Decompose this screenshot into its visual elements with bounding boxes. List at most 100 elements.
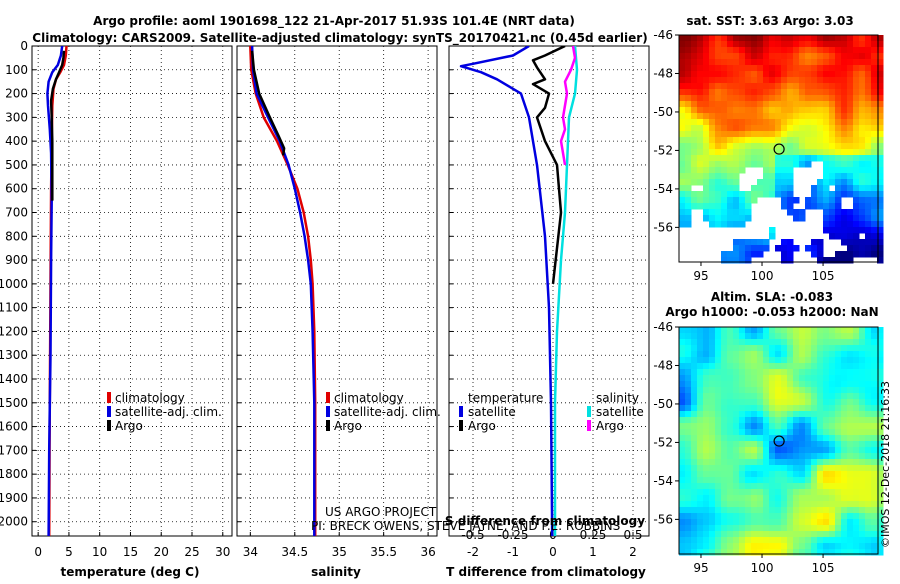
- map-cell: [853, 453, 860, 460]
- map-cell: [847, 489, 854, 496]
- map-cell: [679, 351, 686, 358]
- map-cell: [769, 477, 776, 484]
- map-cell: [859, 501, 866, 508]
- map-cell: [751, 447, 758, 454]
- map-cell: [865, 399, 872, 406]
- map-cell: [847, 215, 854, 222]
- map-cell: [715, 537, 722, 544]
- map-cell: [775, 465, 782, 472]
- map-cell: [769, 363, 776, 370]
- map-cell: [817, 507, 824, 514]
- map-cell: [799, 387, 806, 394]
- map-cell: [721, 435, 728, 442]
- map-cell: [757, 543, 764, 550]
- map-cell: [853, 507, 860, 514]
- map-cell: [739, 257, 746, 264]
- map-cell: [877, 113, 884, 120]
- map-cell: [679, 483, 686, 490]
- map-cell: [853, 357, 860, 364]
- map-cell: [823, 161, 830, 168]
- map-cell: [685, 71, 692, 78]
- map-cell: [841, 447, 848, 454]
- map-cell: [835, 363, 842, 370]
- map-cell: [805, 143, 812, 150]
- map-cell: [751, 405, 758, 412]
- map-cell: [877, 405, 884, 412]
- map-cell: [691, 161, 698, 168]
- map-cell: [781, 387, 788, 394]
- map-cell: [799, 369, 806, 376]
- map-cell: [745, 519, 752, 526]
- map-cell: [751, 483, 758, 490]
- map-cell: [751, 185, 758, 192]
- map-cell: [721, 119, 728, 126]
- map-cell: [745, 143, 752, 150]
- map-cell: [697, 155, 704, 162]
- map-cell: [793, 215, 800, 222]
- map-cell: [685, 525, 692, 532]
- map-cell: [853, 441, 860, 448]
- map-cell: [859, 549, 866, 556]
- map-cell: [739, 489, 746, 496]
- map-cell: [829, 387, 836, 394]
- legend-label-satellite: satellite-adj. clim.: [115, 405, 222, 419]
- map-cell: [835, 197, 842, 204]
- map-cell: [715, 125, 722, 132]
- map-cell: [727, 137, 734, 144]
- map-cell: [865, 233, 872, 240]
- map-cell: [799, 501, 806, 508]
- map-cell: [799, 333, 806, 340]
- map-cell: [751, 95, 758, 102]
- map-cell: [847, 369, 854, 376]
- map-cell: [823, 149, 830, 156]
- map-cell: [709, 53, 716, 60]
- map-cell: [847, 429, 854, 436]
- map-cell: [781, 459, 788, 466]
- map-cell: [847, 95, 854, 102]
- map-cell: [703, 215, 710, 222]
- map-cell: [871, 399, 878, 406]
- map-cell: [733, 363, 740, 370]
- map-cell: [835, 519, 842, 526]
- map-cell: [781, 77, 788, 84]
- map-cell: [841, 155, 848, 162]
- map-cell: [685, 387, 692, 394]
- map-cell: [805, 155, 812, 162]
- map-cell: [679, 417, 686, 424]
- map-cell: [841, 525, 848, 532]
- map-frame: [678, 34, 879, 263]
- map-cell: [757, 351, 764, 358]
- map-cell: [781, 483, 788, 490]
- map-cell: [847, 507, 854, 514]
- map-cell: [787, 53, 794, 60]
- map-cell: [793, 507, 800, 514]
- map-cell: [847, 191, 854, 198]
- map-cell: [811, 107, 818, 114]
- map-cell: [679, 179, 686, 186]
- map-cell: [691, 107, 698, 114]
- map-cell: [829, 101, 836, 108]
- map-cell: [733, 77, 740, 84]
- map-cell: [703, 209, 710, 216]
- map-cell: [679, 215, 686, 222]
- map-cell: [853, 233, 860, 240]
- map-cell: [715, 107, 722, 114]
- map-cell: [763, 453, 770, 460]
- map-cell: [709, 119, 716, 126]
- map-cell: [757, 327, 764, 334]
- map-cell: [853, 513, 860, 520]
- map-cell: [865, 71, 872, 78]
- map-cell: [793, 59, 800, 66]
- map-cell: [769, 89, 776, 96]
- depth-tick-label: 1900: [0, 491, 28, 505]
- map-cell: [799, 47, 806, 54]
- map-cell: [829, 393, 836, 400]
- map-cell: [805, 345, 812, 352]
- map-cell: [811, 327, 818, 334]
- map-cell: [853, 167, 860, 174]
- lon-tick-label: 95: [693, 561, 708, 575]
- map-cell: [721, 507, 728, 514]
- map-cell: [703, 447, 710, 454]
- map-cell: [871, 465, 878, 472]
- map-cell: [763, 363, 770, 370]
